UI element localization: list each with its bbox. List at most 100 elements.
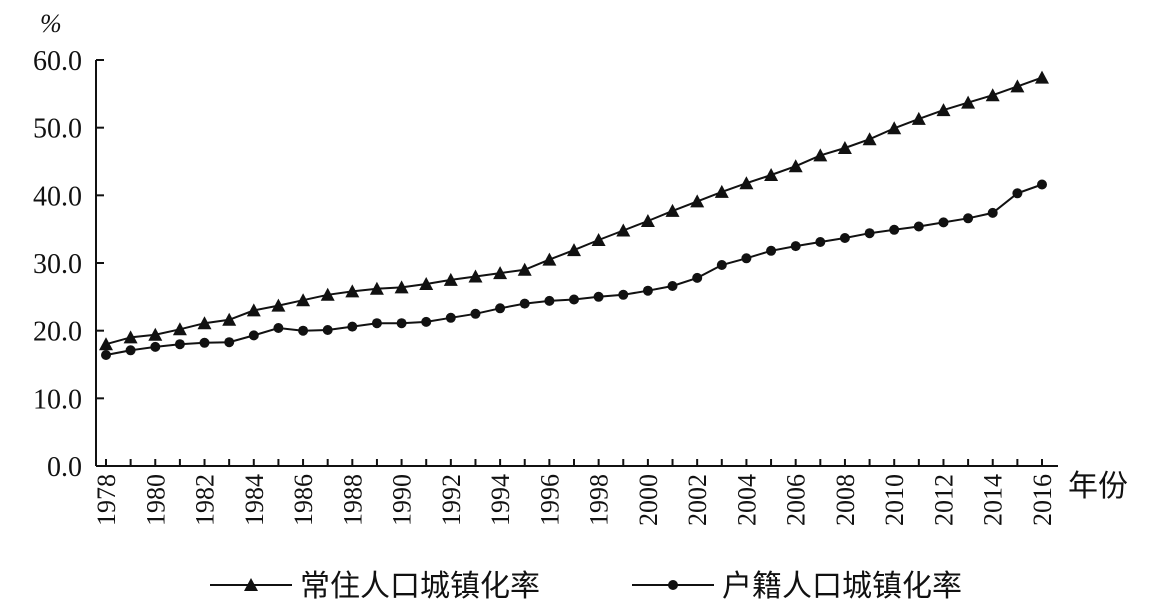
x-tick-label: 1982: [191, 474, 220, 526]
circle-data-point: [174, 339, 185, 350]
x-tick-label: 2016: [1028, 474, 1057, 526]
circle-data-point: [716, 260, 727, 270]
x-tick-label: 2002: [683, 474, 712, 526]
triangle-data-point: [887, 121, 902, 135]
series-line-1: [105, 183, 1043, 356]
triangle-data-point: [1010, 79, 1025, 93]
triangle-data-point: [1035, 70, 1049, 84]
circle-data-point: [125, 345, 136, 356]
x-tick-label: 2008: [831, 474, 860, 526]
circle-data-point: [569, 294, 579, 305]
triangle-data-point: [394, 280, 409, 294]
x-tick-label: 2014: [979, 474, 1008, 526]
circle-data-point: [790, 241, 801, 252]
circle-data-point: [766, 245, 777, 256]
x-tick-label: 1984: [240, 474, 269, 526]
circle-data-point: [421, 316, 432, 327]
triangle-data-point: [837, 141, 852, 154]
circle-data-point: [495, 303, 506, 314]
triangle-data-point: [813, 148, 828, 162]
circle-data-point: [938, 217, 949, 228]
triangle-data-point: [714, 184, 729, 198]
triangle-data-point: [936, 103, 951, 117]
y-tick-label: 10.0: [33, 384, 82, 415]
circle-data-point: [519, 298, 530, 309]
circle-data-point: [741, 253, 752, 264]
circle-data-point: [963, 213, 974, 224]
axes-group: 0.0 10.0 20.0 30.0 40.0 50.0 60.0 1978 1980 1982 1…: [33, 46, 1058, 526]
circle-data-point: [815, 237, 826, 247]
triangle-data-point: [690, 194, 705, 208]
triangle-data-point: [739, 176, 754, 190]
triangle-data-point: [517, 262, 532, 276]
circle-data-point: [371, 318, 382, 329]
circle-data-point: [445, 312, 456, 323]
x-tick-label: 1998: [585, 474, 614, 526]
x-tick-label: 1992: [437, 474, 466, 526]
x-tick-label: 2004: [732, 474, 761, 526]
triangle-data-point: [320, 287, 335, 301]
x-tick-label: 2012: [929, 474, 958, 526]
triangle-data-point: [468, 269, 483, 283]
x-tick-label: 1990: [388, 474, 417, 526]
circle-data-point: [396, 318, 407, 329]
y-tick-label: 20.0: [33, 317, 82, 348]
circle-data-point: [642, 285, 653, 296]
triangle-data-point: [616, 223, 631, 237]
triangle-data-point: [640, 214, 655, 227]
triangle-data-point: [911, 111, 926, 125]
x-axis-title: 年份: [1068, 470, 1128, 503]
circle-data-point: [224, 337, 235, 348]
triangle-data-point: [99, 337, 113, 351]
triangle-data-point: [443, 272, 458, 286]
labels-group: % 年份: [40, 9, 1128, 503]
circle-data-point: [273, 323, 284, 333]
triangle-data-point: [222, 312, 237, 326]
circle-data-point: [1012, 188, 1023, 199]
legend-item-resident: 常住人口城镇化率: [210, 570, 540, 603]
x-tick-label: 1988: [338, 474, 367, 526]
circle-data-point: [839, 233, 850, 243]
triangle-data-point: [591, 233, 606, 246]
circle-data-point: [889, 224, 900, 235]
triangle-data-point: [246, 303, 261, 317]
triangle-data-point: [862, 132, 877, 146]
circle-data-point: [322, 325, 333, 335]
x-tick-label: 2010: [880, 474, 909, 526]
circle-marker-icon: [668, 580, 678, 590]
triangle-data-point: [542, 252, 557, 266]
triangle-data-point: [369, 281, 384, 295]
circle-data-point: [199, 337, 210, 348]
y-unit-label: %: [40, 9, 62, 38]
triangle-data-point: [567, 243, 581, 257]
triangle-data-point: [123, 330, 138, 344]
circle-data-point: [692, 272, 703, 283]
legend-label-resident: 常住人口城镇化率: [300, 570, 540, 603]
y-tick-label: 0.0: [47, 452, 82, 483]
legend-label-hukou: 户籍人口城镇化率: [722, 570, 962, 603]
circle-data-point: [593, 291, 604, 302]
triangle-data-point: [345, 284, 360, 298]
y-tick-label: 40.0: [33, 181, 82, 212]
circle-data-point: [544, 295, 555, 306]
circle-data-point: [1037, 179, 1047, 190]
x-tick-label: 1978: [92, 474, 121, 526]
circle-data-point: [248, 330, 259, 341]
triangle-data-point: [172, 322, 187, 336]
legend: 常住人口城镇化率 户籍人口城镇化率: [210, 570, 962, 603]
circle-data-point: [347, 321, 358, 332]
triangle-data-point: [493, 266, 508, 280]
x-tick-label: 1986: [289, 474, 318, 526]
triangle-data-point: [296, 293, 311, 307]
x-tick-label: 2000: [634, 474, 663, 526]
triangle-data-point: [419, 277, 434, 290]
triangle-data-point: [197, 316, 212, 330]
y-tick-label: 30.0: [33, 249, 82, 280]
series-group: [99, 70, 1049, 360]
x-tick-label: 1980: [141, 474, 170, 526]
circle-data-point: [913, 221, 924, 232]
x-tick-label: 1994: [486, 474, 515, 526]
triangle-data-point: [665, 203, 680, 217]
triangle-data-point: [271, 298, 286, 312]
